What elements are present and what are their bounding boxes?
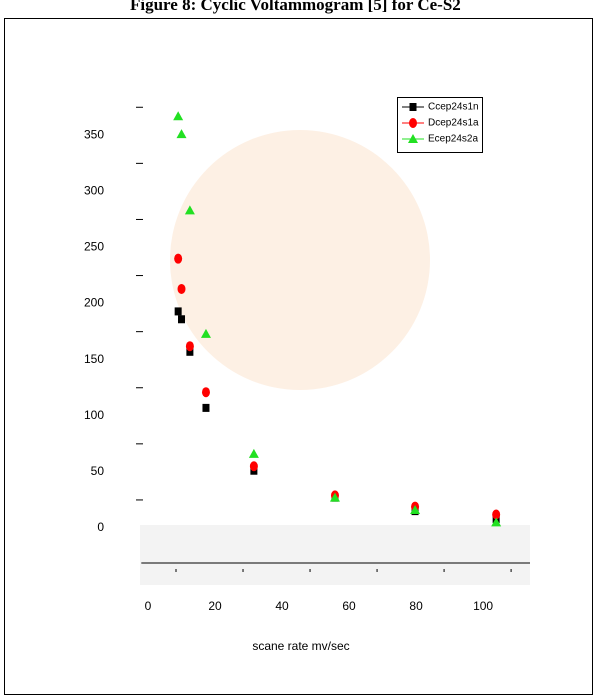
point <box>409 103 417 111</box>
point <box>178 315 186 324</box>
point <box>202 403 210 412</box>
x-axis-label: scane rate mv/sec <box>252 639 349 653</box>
point <box>248 448 259 458</box>
x-tick-label: 100 <box>473 599 493 613</box>
point <box>492 509 501 520</box>
y-tick-label: 350 <box>84 127 104 141</box>
y-tick-label: 0 <box>97 520 104 534</box>
x-tick-label: 80 <box>409 599 423 613</box>
point <box>201 387 210 398</box>
point <box>177 283 186 294</box>
x-tick-label: 40 <box>275 599 289 613</box>
point <box>329 492 340 502</box>
point <box>200 328 211 338</box>
y-tick-label: 100 <box>84 408 104 422</box>
watermark <box>140 130 530 585</box>
legend-label: Dcep24s1a <box>428 118 479 129</box>
x-tick-label: 60 <box>342 599 356 613</box>
y-tick-label: 150 <box>84 352 104 366</box>
x-tick-label: 0 <box>145 599 152 613</box>
y-tick-label: 50 <box>91 464 105 478</box>
frame <box>4 18 593 695</box>
x-tick-label: 20 <box>208 599 222 613</box>
point <box>174 307 182 316</box>
legend-label: Ecep24s2a <box>428 134 478 145</box>
point <box>249 461 258 472</box>
chart-title: Figure 8: Cyclic Voltammogram [5] for Ce… <box>130 0 461 14</box>
point <box>173 111 184 121</box>
point <box>174 253 183 264</box>
point <box>184 205 195 215</box>
point <box>409 118 417 128</box>
y-tick-label: 300 <box>84 184 104 198</box>
point <box>410 504 421 514</box>
point <box>186 347 194 356</box>
point <box>176 129 187 139</box>
y-tick-label: 200 <box>84 296 104 310</box>
point <box>185 341 194 352</box>
y-tick-label: 250 <box>84 240 104 254</box>
point <box>491 517 502 527</box>
point <box>408 134 418 143</box>
legend-label: Ccep24s1n <box>428 102 479 113</box>
legend: Ccep24s1n Dcep24s1a Ecep24s2a <box>397 97 483 153</box>
